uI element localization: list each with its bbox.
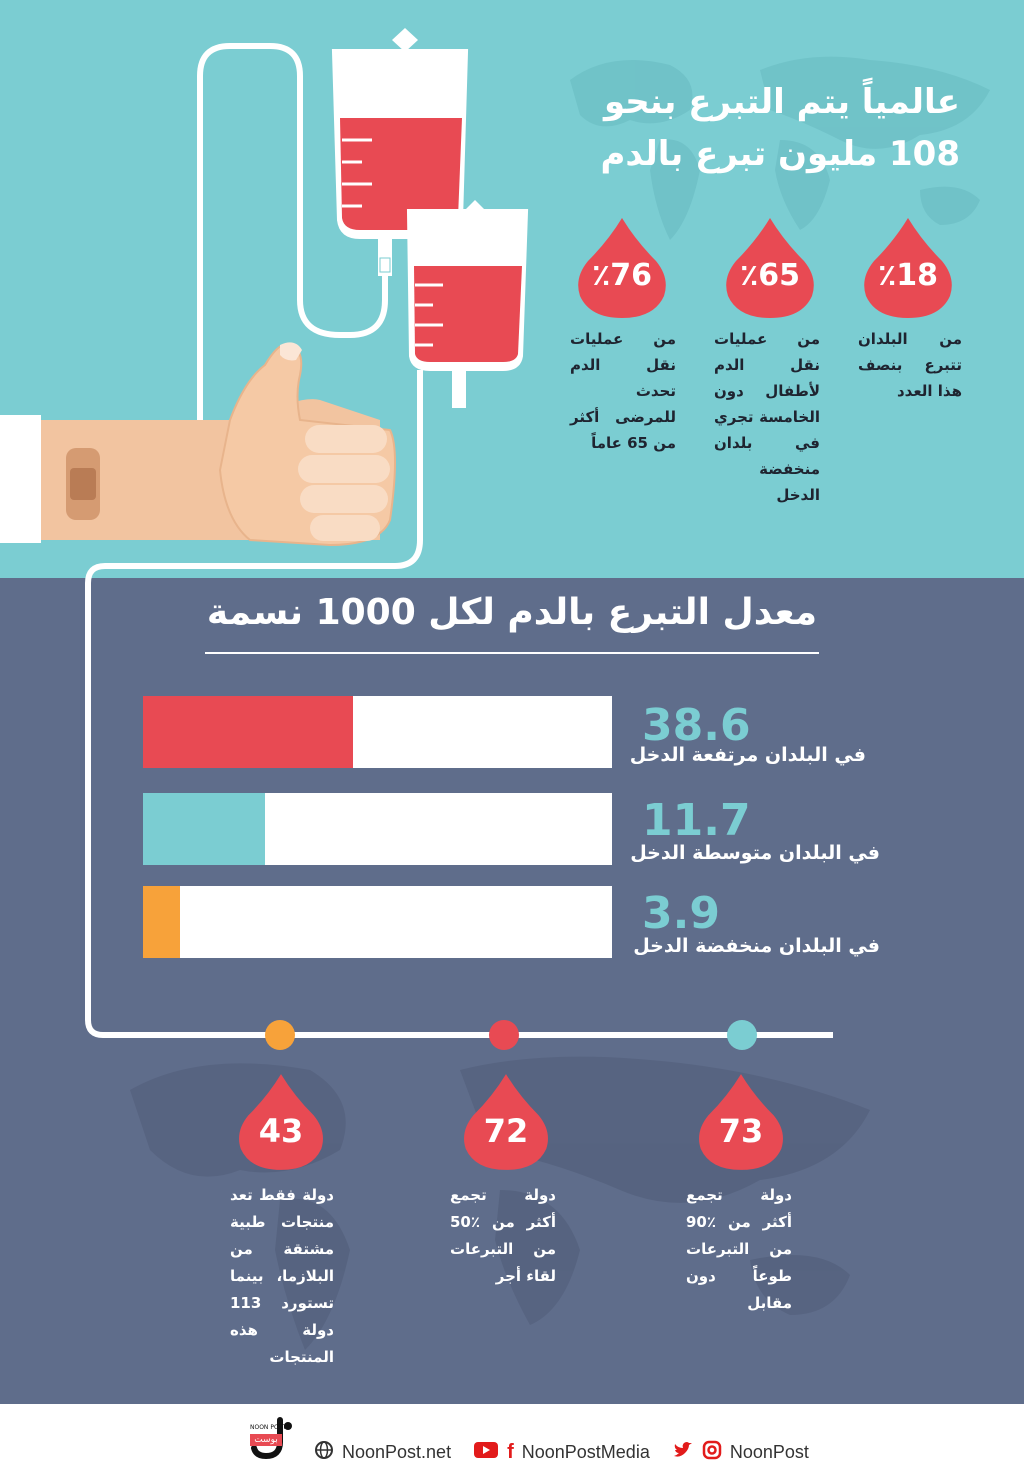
- bar-value-high: 38.6: [642, 700, 751, 751]
- headline-line1: عالمياً يتم التبرع بنحو: [603, 82, 960, 122]
- bar-label-high: في البلدان مرتفعة الدخل: [629, 744, 866, 766]
- headline-line2: 108 مليون تبرع بالدم: [600, 134, 960, 174]
- stat-value-2: ٪65: [739, 258, 801, 293]
- bar-fill-low: [143, 886, 180, 958]
- bar-middle-income: [143, 793, 612, 865]
- bar-low-income: [143, 886, 612, 958]
- blood-drop-icon: [726, 218, 814, 318]
- bottom-value-3: 43: [258, 1112, 304, 1150]
- logo-tag: بوست: [250, 1434, 282, 1446]
- bottom-text-3: دولة فقط تعد منتجات طبية مشتقة من البلاز…: [230, 1186, 334, 1366]
- timeline-dot-2: [489, 1020, 519, 1050]
- bar-label-middle: في البلدان متوسطة الدخل: [630, 842, 880, 864]
- bar-fill-high: [143, 696, 353, 768]
- shirt-cuff: [0, 415, 41, 543]
- headline: عالمياً يتم التبرع بنحو 108 مليون تبرع ب…: [520, 76, 960, 180]
- stat-value-3: ٪76: [591, 258, 653, 293]
- bottom-text-1: دولة تجمع أكثر من ٪90 من التبرعات طوعاً …: [686, 1186, 792, 1312]
- bar-high-income: [143, 696, 612, 768]
- bottom-value-2: 72: [483, 1112, 529, 1150]
- social-handle[interactable]: NoonPost: [729, 1441, 809, 1462]
- title-divider: [205, 652, 819, 654]
- stat-text-1: من البلدان تتبرع بنصف هذا العدد: [858, 330, 962, 400]
- blood-drop-icon: [239, 1074, 323, 1170]
- timeline-dot-3: [265, 1020, 295, 1050]
- facebook-icon[interactable]: f: [507, 1440, 514, 1463]
- logo-small-text: NOON POST: [250, 1424, 287, 1431]
- bottom-text-2: دولة تجمع أكثر من ٪50 من التبرعات لقاء أ…: [450, 1186, 556, 1285]
- blood-drop-icon: [864, 218, 952, 318]
- noon-logo-icon: [251, 1417, 292, 1460]
- timeline-dot-1: [727, 1020, 757, 1050]
- world-map-top: [570, 56, 990, 240]
- website-link[interactable]: NoonPost.net: [342, 1441, 452, 1462]
- twitter-icon[interactable]: [672, 1440, 694, 1464]
- instagram-icon[interactable]: [702, 1440, 722, 1464]
- globe-icon: [314, 1440, 334, 1464]
- transfusion-illustration: [41, 28, 833, 1038]
- blood-drop-icon: [464, 1074, 548, 1170]
- section-title: معدل التبرع بالدم لكل 1000 نسمة: [206, 592, 818, 633]
- footer: [0, 1404, 1024, 1479]
- noonpost-logo: بوست NOON POST: [250, 1412, 310, 1462]
- blood-drop-icon: [578, 218, 666, 318]
- bar-fill-middle: [143, 793, 265, 865]
- footer-links: NoonPost.net f NoonPostMedia NoonPost: [314, 1440, 809, 1464]
- stat-text-3: من عمليات نقل الدم تحدث للمرضى أكثر من 6…: [570, 330, 676, 452]
- media-handle[interactable]: NoonPostMedia: [521, 1441, 650, 1462]
- stat-text-2: من عمليات نقل الدم لأطفال دون الخامسة تج…: [714, 330, 820, 504]
- bar-value-low: 3.9: [642, 888, 720, 939]
- bottom-value-1: 73: [718, 1112, 764, 1150]
- stat-value-1: ٪18: [877, 258, 939, 293]
- world-map-bottom: [130, 1056, 870, 1350]
- bar-value-middle: 11.7: [642, 795, 751, 846]
- bar-label-low: في البلدان منخفضة الدخل: [633, 935, 880, 957]
- youtube-icon[interactable]: [473, 1440, 499, 1464]
- blood-drop-icon: [699, 1074, 783, 1170]
